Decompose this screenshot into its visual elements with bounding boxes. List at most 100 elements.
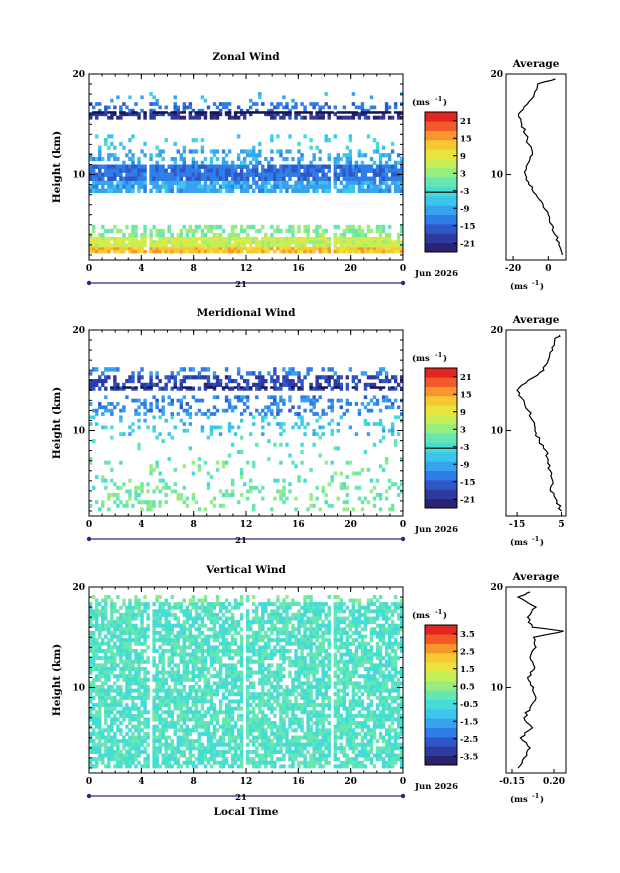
heatmap-cell — [221, 685, 226, 690]
heatmap-cell — [333, 620, 337, 625]
heatmap-dark-cell — [270, 111, 274, 114]
heatmap-cell — [110, 425, 114, 430]
heatmap-cell — [270, 149, 274, 154]
heatmap-cell — [318, 685, 322, 690]
heatmap-cell — [336, 623, 340, 628]
heatmap-cell — [164, 616, 168, 621]
heatmap-cell — [324, 138, 328, 143]
month-label: Jun 2026 — [414, 269, 458, 279]
heatmap-cell — [288, 634, 292, 639]
heatmap-cell — [212, 243, 217, 248]
heatmap-cell — [291, 630, 295, 635]
heatmap-cell — [110, 153, 114, 158]
heatmap-cell — [230, 176, 235, 181]
heatmap-cell — [155, 246, 159, 251]
heatmap-cell — [375, 246, 380, 251]
y-tick-label: 10 — [72, 171, 85, 181]
heatmap-cell — [203, 232, 208, 238]
heatmap-cell — [285, 168, 289, 173]
heatmap-cell — [309, 180, 313, 185]
heatmap-cell — [258, 375, 262, 380]
heatmap-cell — [348, 224, 353, 230]
heatmap-cell — [182, 188, 187, 194]
heatmap-cell — [270, 507, 274, 512]
heatmap-cell — [270, 616, 274, 621]
heatmap-cell — [146, 656, 150, 661]
heatmap-cell — [291, 641, 295, 646]
heatmap-cell — [288, 641, 292, 646]
heatmap-cell — [249, 112, 253, 117]
heatmap-cell — [89, 667, 93, 672]
heatmap-cell — [209, 663, 214, 668]
heatmap-cell — [375, 188, 380, 194]
heatmap-cell — [188, 367, 193, 372]
heatmap-cell — [342, 168, 347, 173]
heatmap-cell — [357, 685, 362, 690]
heatmap-cell — [191, 667, 196, 672]
heatmap-cell — [212, 627, 217, 632]
heatmap-cell — [173, 112, 177, 117]
heatmap-cell — [399, 674, 404, 679]
heatmap-cell — [107, 375, 111, 380]
heatmap-cell — [372, 246, 377, 251]
heatmap-cell — [318, 641, 322, 646]
heatmap-cell — [300, 422, 304, 426]
heatmap-cell — [306, 249, 310, 254]
heatmap-cell — [134, 164, 138, 169]
heatmap-cell — [203, 623, 208, 628]
heatmap-cell — [357, 153, 362, 158]
heatmap-cell — [212, 371, 217, 376]
heatmap-cell — [300, 379, 304, 384]
heatmap-cell — [182, 464, 187, 469]
heatmap-cell — [381, 240, 386, 244]
heatmap-cell — [224, 681, 229, 686]
heatmap-cell — [306, 652, 310, 657]
heatmap-cell — [282, 156, 286, 162]
heatmap-cell — [167, 663, 171, 668]
heatmap-cell — [182, 656, 187, 661]
heatmap-cell — [339, 677, 344, 682]
heatmap-cell — [342, 674, 347, 679]
heatmap-cell — [113, 688, 117, 693]
heatmap-cell — [212, 382, 217, 387]
heatmap-cell — [167, 375, 171, 380]
heatmap-cell — [273, 243, 277, 248]
heatmap-cell — [294, 496, 298, 501]
heatmap-cell — [327, 674, 331, 679]
heatmap-cell — [185, 634, 190, 639]
heatmap-cell — [194, 249, 199, 254]
heatmap-cell — [255, 395, 259, 400]
heatmap-cell — [131, 112, 135, 117]
heatmap-cell — [363, 612, 368, 617]
heatmap-cell — [363, 232, 368, 238]
heatmap-cell — [197, 112, 202, 117]
heatmap-cell — [264, 667, 268, 672]
heatmap-cell — [92, 677, 96, 682]
heatmap-cell — [95, 641, 99, 646]
heatmap-dark-cell — [369, 111, 374, 114]
heatmap-cell — [119, 386, 123, 391]
heatmap-dark-cell — [387, 111, 392, 114]
heatmap-cell — [378, 236, 383, 241]
heatmap-cell — [134, 102, 138, 106]
heatmap-cell — [378, 379, 383, 384]
heatmap-cell — [315, 677, 319, 682]
heatmap-cell — [336, 249, 340, 254]
heatmap-cell — [267, 638, 271, 643]
heatmap-cell — [122, 638, 126, 643]
heatmap-cell — [348, 627, 353, 632]
heatmap-cell — [209, 115, 214, 120]
heatmap-cell — [212, 667, 217, 672]
heatmap-cell — [312, 228, 316, 234]
heatmap-cell — [360, 500, 365, 505]
heatmap-cell — [276, 236, 280, 241]
heatmap-cell — [218, 605, 223, 610]
heatmap-cell — [318, 176, 322, 181]
heatmap-cell — [312, 249, 316, 254]
heatmap-dark-cell — [119, 111, 123, 114]
heatmap-cell — [116, 168, 120, 173]
heatmap-cell — [215, 674, 220, 679]
heatmap-cell — [161, 398, 165, 403]
heatmap-cell — [327, 243, 331, 248]
heatmap-cell — [375, 249, 380, 254]
